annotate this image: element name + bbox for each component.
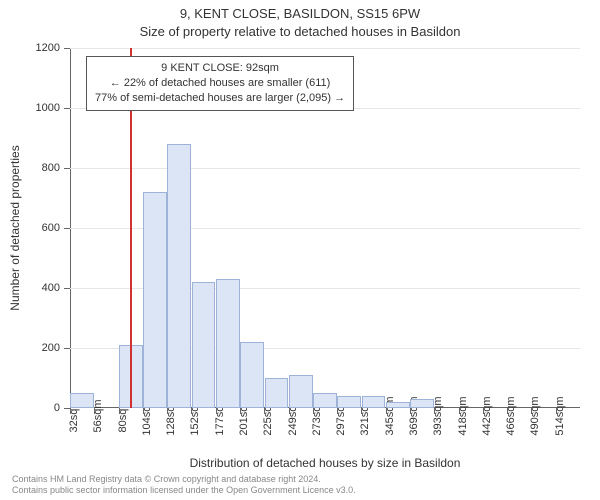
histogram-bar	[337, 396, 361, 408]
histogram-bar	[386, 402, 410, 408]
histogram-bar	[192, 282, 216, 408]
histogram-bar	[265, 378, 289, 408]
x-tick-label: 514sqm	[554, 396, 566, 435]
histogram-bar	[313, 393, 337, 408]
footer-attribution: Contains HM Land Registry data © Crown c…	[12, 474, 356, 497]
y-tick-label: 400	[42, 282, 60, 294]
x-axis-label: Distribution of detached houses by size …	[70, 456, 580, 470]
chart-title-sub: Size of property relative to detached ho…	[0, 24, 600, 39]
histogram-bar	[362, 396, 386, 408]
y-tick-label: 1200	[36, 42, 60, 54]
chart-title-main: 9, KENT CLOSE, BASILDON, SS15 6PW	[0, 6, 600, 21]
annotation-line-2: ← 22% of detached houses are smaller (61…	[95, 76, 345, 91]
x-tick-label: 442sqm	[481, 396, 493, 435]
y-tick-label: 200	[42, 342, 60, 354]
x-tick-label: 56sqm	[92, 399, 104, 432]
histogram-bar	[143, 192, 167, 408]
chart-container: 9, KENT CLOSE, BASILDON, SS15 6PW Size o…	[0, 0, 600, 500]
y-axis-label: Number of detached properties	[6, 48, 24, 408]
x-tick-label: 418sqm	[457, 396, 469, 435]
histogram-bar	[70, 393, 94, 408]
annotation-box: 9 KENT CLOSE: 92sqm ← 22% of detached ho…	[86, 56, 354, 111]
annotation-line-3: 77% of semi-detached houses are larger (…	[95, 91, 345, 106]
y-tick-label: 0	[54, 402, 60, 414]
x-tick-label: 393sqm	[432, 396, 444, 435]
footer-line-1: Contains HM Land Registry data © Crown c…	[12, 474, 356, 485]
y-tick-label: 800	[42, 162, 60, 174]
gridline	[70, 48, 580, 49]
x-tick-label: 490sqm	[529, 396, 541, 435]
histogram-bar	[216, 279, 240, 408]
x-tick-label: 466sqm	[505, 396, 517, 435]
y-tick-label: 1000	[36, 102, 60, 114]
gridline	[70, 168, 580, 169]
y-tick-label: 600	[42, 222, 60, 234]
footer-line-2: Contains public sector information licen…	[12, 485, 356, 496]
annotation-line-1: 9 KENT CLOSE: 92sqm	[95, 61, 345, 76]
histogram-bar	[410, 399, 434, 408]
histogram-bar	[167, 144, 191, 408]
histogram-bar	[240, 342, 264, 408]
histogram-bar	[289, 375, 313, 408]
